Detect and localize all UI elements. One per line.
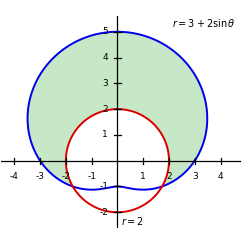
Text: $r = 3 + 2\sin\theta$: $r = 3 + 2\sin\theta$	[172, 17, 235, 29]
Text: 4: 4	[218, 172, 223, 181]
Text: 4: 4	[102, 53, 108, 62]
Text: $r = 2$: $r = 2$	[121, 215, 144, 227]
Text: 1: 1	[102, 130, 108, 139]
Text: -1: -1	[87, 172, 96, 181]
Text: 1: 1	[140, 172, 146, 181]
Text: -3: -3	[36, 172, 44, 181]
Text: 3: 3	[102, 79, 108, 88]
Text: -1: -1	[99, 182, 108, 191]
Text: 2: 2	[166, 172, 172, 181]
Text: -2: -2	[62, 172, 70, 181]
Text: 5: 5	[102, 27, 108, 36]
Text: 2: 2	[102, 105, 108, 114]
Text: 3: 3	[192, 172, 198, 181]
Text: -2: -2	[99, 208, 108, 217]
Polygon shape	[28, 32, 207, 186]
Text: -4: -4	[10, 172, 19, 181]
